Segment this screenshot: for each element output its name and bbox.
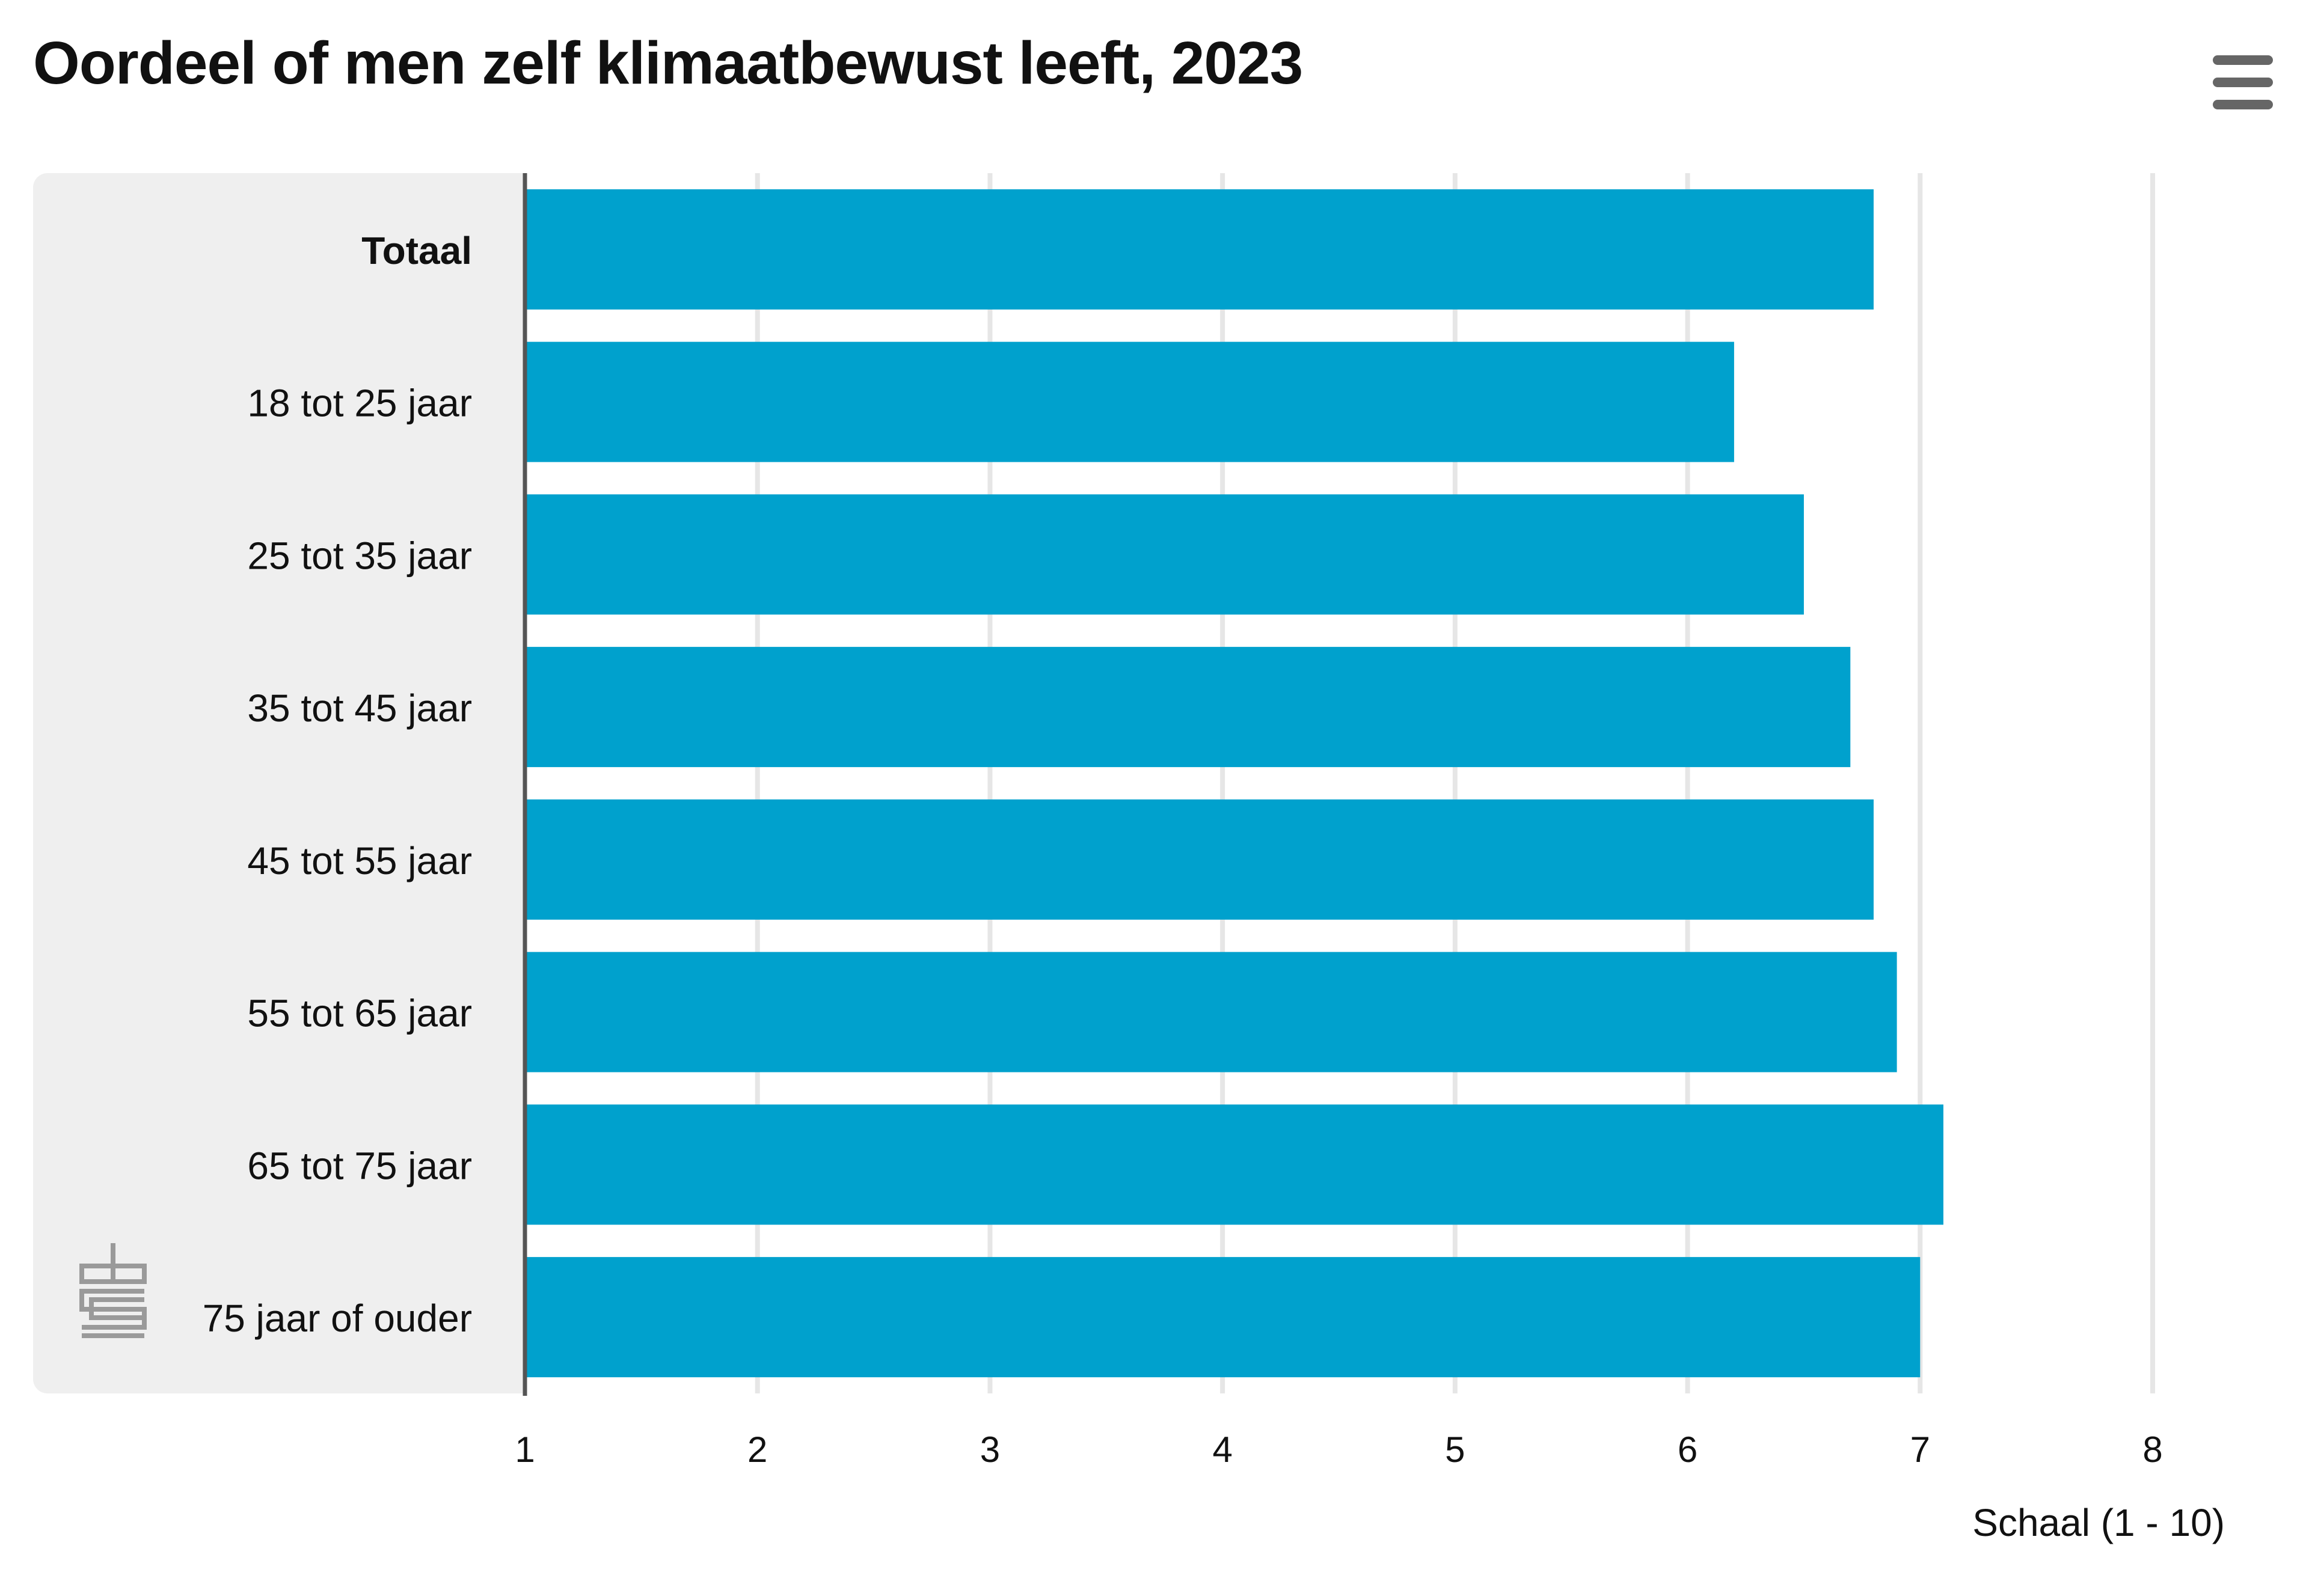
x-axis-title: Schaal (1 - 10)	[1972, 1501, 2225, 1544]
x-tick-label: 7	[1910, 1429, 1930, 1470]
category-label: 25 tot 35 jaar	[247, 534, 472, 577]
category-label: 75 jaar of ouder	[203, 1297, 472, 1340]
x-tick-label: 5	[1445, 1429, 1465, 1470]
category-label: 65 tot 75 jaar	[247, 1144, 472, 1187]
bar	[525, 341, 1734, 462]
x-tick-label: 2	[747, 1429, 767, 1470]
x-tick-label: 3	[980, 1429, 1000, 1470]
bar	[525, 647, 1851, 768]
bar	[525, 494, 1804, 615]
category-label: 55 tot 65 jaar	[247, 992, 472, 1035]
x-tick-label: 1	[515, 1429, 535, 1470]
bar	[525, 189, 1874, 310]
category-label: 18 tot 25 jaar	[247, 382, 472, 425]
bar	[525, 952, 1897, 1072]
category-label: 35 tot 45 jaar	[247, 686, 472, 730]
x-tick-label: 8	[2142, 1429, 2162, 1470]
x-tick-label: 4	[1212, 1429, 1232, 1470]
cbs-logo-icon	[79, 1243, 147, 1338]
bar	[525, 1257, 1921, 1378]
bar	[525, 799, 1874, 920]
bar	[525, 1104, 1943, 1225]
hamburger-menu-icon[interactable]	[2213, 55, 2273, 109]
category-label: Totaal	[361, 229, 472, 272]
x-tick-label: 6	[1678, 1429, 1697, 1470]
category-label-panel	[33, 173, 523, 1393]
chart-title: Oordeel of men zelf klimaatbewust leeft,…	[33, 29, 1303, 97]
category-label: 45 tot 55 jaar	[247, 839, 472, 882]
